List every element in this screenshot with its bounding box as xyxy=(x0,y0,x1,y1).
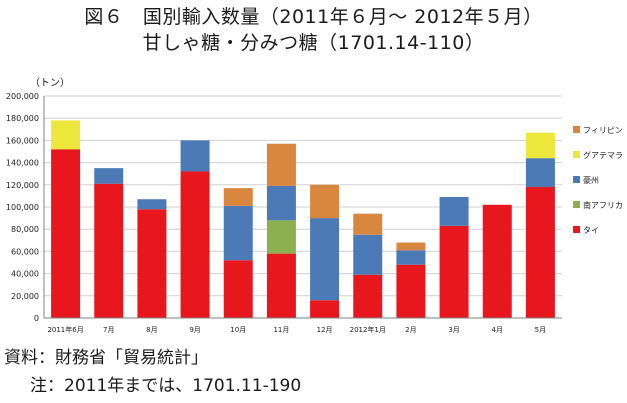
bar-segment-タイ xyxy=(137,209,167,318)
y-tick-label: 140,000 xyxy=(6,159,39,168)
bar-segment-タイ xyxy=(94,183,124,318)
footnote: 注：2011年までは、1701.11-190 xyxy=(30,376,302,396)
bar-segment-タイ xyxy=(525,187,555,318)
bar-segment-豪州 xyxy=(180,140,210,172)
axes: 0 20,000 40,000 60,000 80,000 100,000 120,000 1… xyxy=(6,92,562,334)
y-tick-label: 120,000 xyxy=(6,181,39,190)
legend-label: タイ xyxy=(583,226,599,235)
legend-label: グアテマラ xyxy=(583,150,623,160)
legend-swatch xyxy=(573,126,580,133)
x-tick-label: 7月 xyxy=(103,326,114,334)
bar-segment-タイ xyxy=(180,171,210,318)
chart-subtitle: 甘しゃ糖・分みつ糖（1701.14-110） xyxy=(142,32,485,54)
y-tick-label: 60,000 xyxy=(11,247,39,256)
bar-segment-豪州 xyxy=(353,234,383,275)
x-tick-label: 4月 xyxy=(492,326,503,334)
bar-segment-豪州 xyxy=(223,205,253,261)
bar-segment-豪州 xyxy=(94,168,124,184)
bar-segment-タイ xyxy=(223,260,253,318)
bar-segment-フィリピン xyxy=(396,242,426,251)
y-axis-unit-label: （トン） xyxy=(30,78,70,89)
x-tick-label: 3月 xyxy=(448,326,459,334)
legend-label: 豪州 xyxy=(583,175,599,185)
y-tick-label: 0 xyxy=(34,314,39,323)
bar-segment-タイ xyxy=(353,274,383,318)
bar-segment-タイ xyxy=(396,264,426,318)
bar-segment-タイ xyxy=(266,253,296,318)
x-tick-label: 5月 xyxy=(535,326,546,334)
bar-segment-タイ xyxy=(439,225,469,318)
y-tick-label: 180,000 xyxy=(6,114,39,123)
bar-segment-フィリピン xyxy=(310,184,340,219)
bar-segment-豪州 xyxy=(439,197,469,226)
bar-segment-グアテマラ xyxy=(525,132,555,159)
bar-segment-フィリピン xyxy=(266,143,296,186)
y-tick-label: 40,000 xyxy=(11,270,39,279)
legend-label: フィリピン xyxy=(583,126,623,135)
y-tick-label: 80,000 xyxy=(11,225,39,234)
bars xyxy=(51,120,555,318)
legend-swatch xyxy=(573,151,580,158)
y-tick-label: 100,000 xyxy=(6,203,39,212)
legend-label: 南アフリカ xyxy=(583,200,623,210)
x-tick-label: 12月 xyxy=(317,326,333,334)
bar-segment-豪州 xyxy=(525,158,555,188)
bar-segment-フィリピン xyxy=(223,188,253,206)
bar-segment-南アフリカ xyxy=(266,220,296,254)
chart-title: 図６ 国別輸入数量（2011年６月～ 2012年５月） xyxy=(84,6,543,28)
bar-segment-フィリピン xyxy=(353,213,383,235)
bar-segment-タイ xyxy=(482,204,512,318)
legend-swatch xyxy=(573,201,580,208)
bar-segment-豪州 xyxy=(137,199,167,210)
x-tick-label: 2月 xyxy=(405,326,416,334)
bar-segment-グアテマラ xyxy=(51,120,81,150)
gridlines xyxy=(44,95,562,297)
x-tick-label: 9月 xyxy=(189,326,200,334)
x-tick-label: 2011年6月 xyxy=(47,325,83,334)
bar-segment-タイ xyxy=(310,300,340,318)
x-tick-label: 10月 xyxy=(230,326,246,334)
legend-swatch xyxy=(573,226,580,233)
source-note: 資料：財務省「貿易統計」 xyxy=(4,348,208,368)
bar-segment-タイ xyxy=(51,149,81,318)
x-tick-label: 8月 xyxy=(146,326,157,334)
bar-segment-豪州 xyxy=(266,185,296,221)
x-tick-label: 2012年1月 xyxy=(350,325,386,334)
y-tick-label: 160,000 xyxy=(6,136,39,145)
bar-segment-豪州 xyxy=(396,250,426,265)
x-tick-label: 11月 xyxy=(273,326,289,334)
legend-swatch xyxy=(573,176,580,183)
bar-segment-豪州 xyxy=(310,218,340,301)
y-tick-label: 20,000 xyxy=(11,292,39,301)
y-tick-label: 200,000 xyxy=(6,92,39,101)
